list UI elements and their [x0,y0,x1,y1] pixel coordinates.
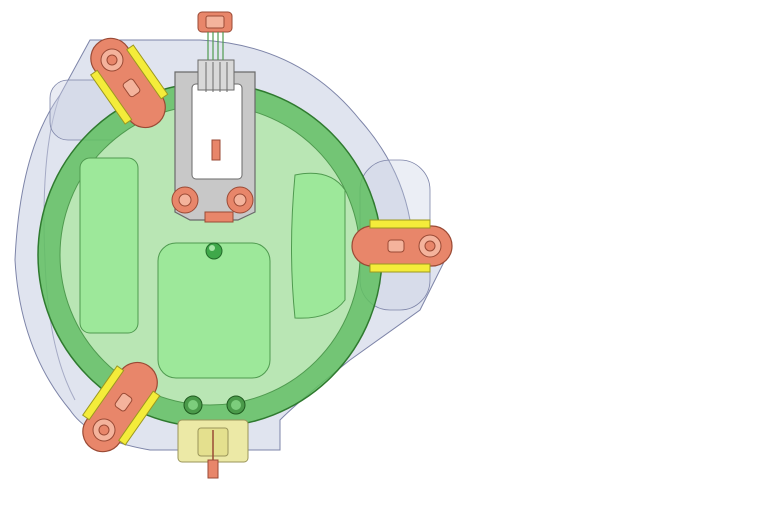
bottom-holes [183,395,246,415]
connector-frame [174,59,256,223]
clamp-top-left [90,37,169,129]
center-knob [205,242,223,260]
left-pad [79,157,139,334]
top-tab [197,11,233,60]
bottom-connector [177,419,249,479]
right-pad [291,172,346,319]
pads [79,157,346,379]
clamp-bottom-left [82,361,161,453]
screws [171,186,254,214]
center-pad [157,242,271,379]
clamp-right [351,219,453,273]
